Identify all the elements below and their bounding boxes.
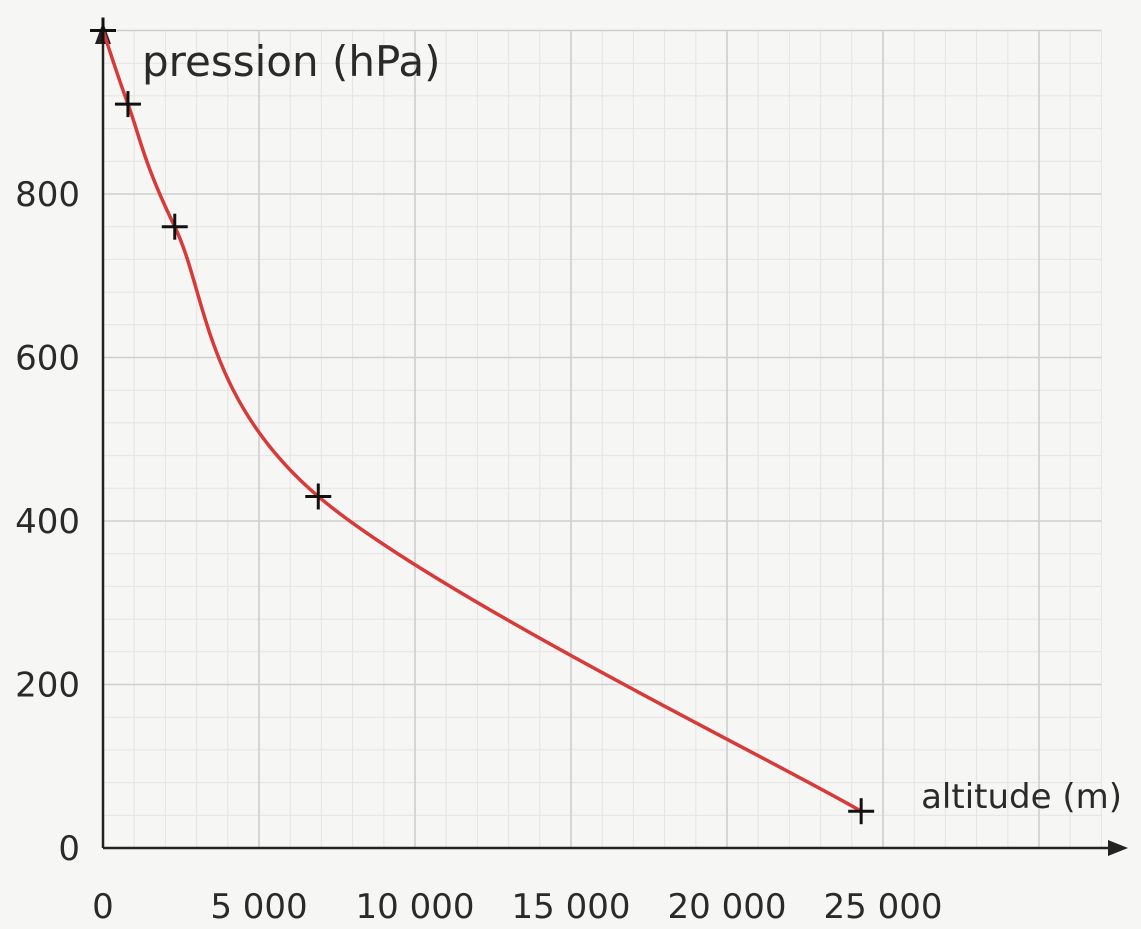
x-tick-label: 0 [92, 887, 114, 927]
pressure-curve [101, 29, 863, 813]
data-point-marker [848, 798, 875, 825]
x-tick-label: 5 000 [210, 887, 307, 927]
x-tick-label: 20 000 [668, 887, 787, 927]
x-axis-arrow [1108, 840, 1128, 856]
x-tick-labels: 0 5 000 10 000 15 000 20 000 25 000 [92, 887, 942, 927]
data-point-marker [305, 483, 332, 510]
axes [95, 22, 1128, 856]
data-point-marker [161, 213, 188, 240]
x-tick-label: 15 000 [512, 887, 631, 927]
x-tick-label: 10 000 [356, 887, 475, 927]
y-tick-label: 600 [15, 339, 80, 379]
y-tick-labels: 0 200 400 600 800 [15, 175, 80, 869]
y-axis-title: pression (hPa) [142, 37, 441, 86]
data-markers [90, 17, 875, 825]
y-tick-label: 800 [15, 175, 80, 215]
y-tick-label: 0 [58, 829, 80, 869]
y-tick-label: 400 [15, 502, 80, 542]
x-tick-label: 25 000 [824, 887, 943, 927]
x-axis-title: altitude (m) [921, 777, 1122, 817]
data-point-marker [90, 17, 116, 44]
minor-grid [103, 30, 1102, 848]
y-tick-label: 200 [15, 666, 80, 706]
data-point-marker [114, 91, 141, 118]
